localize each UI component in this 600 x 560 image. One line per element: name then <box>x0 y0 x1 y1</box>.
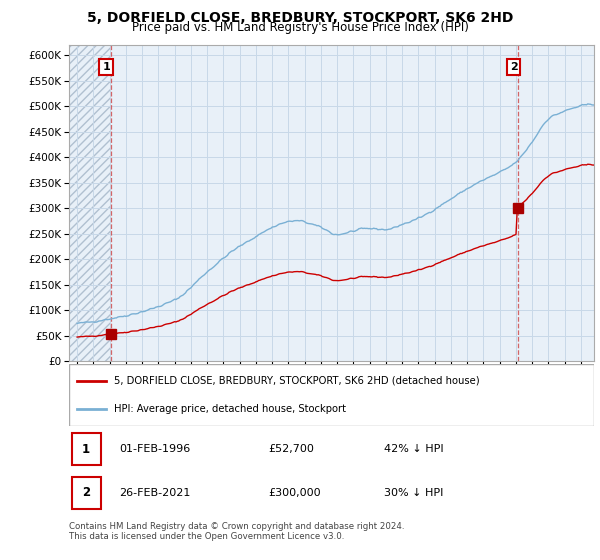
Text: £52,700: £52,700 <box>269 444 314 454</box>
Text: 1: 1 <box>102 62 110 72</box>
Text: £300,000: £300,000 <box>269 488 321 498</box>
Text: HPI: Average price, detached house, Stockport: HPI: Average price, detached house, Stoc… <box>113 404 346 414</box>
FancyBboxPatch shape <box>71 477 101 508</box>
Text: 2: 2 <box>82 487 90 500</box>
Text: 5, DORFIELD CLOSE, BREDBURY, STOCKPORT, SK6 2HD (detached house): 5, DORFIELD CLOSE, BREDBURY, STOCKPORT, … <box>113 376 479 386</box>
Text: 1: 1 <box>82 442 90 455</box>
Text: 5, DORFIELD CLOSE, BREDBURY, STOCKPORT, SK6 2HD: 5, DORFIELD CLOSE, BREDBURY, STOCKPORT, … <box>87 11 513 25</box>
Text: 2: 2 <box>510 62 517 72</box>
Text: Contains HM Land Registry data © Crown copyright and database right 2024.
This d: Contains HM Land Registry data © Crown c… <box>69 522 404 542</box>
Text: 01-FEB-1996: 01-FEB-1996 <box>119 444 190 454</box>
Text: 26-FEB-2021: 26-FEB-2021 <box>119 488 190 498</box>
FancyBboxPatch shape <box>71 433 101 465</box>
Bar <box>69 45 110 361</box>
FancyBboxPatch shape <box>69 364 594 426</box>
Text: Price paid vs. HM Land Registry's House Price Index (HPI): Price paid vs. HM Land Registry's House … <box>131 21 469 34</box>
Text: 42% ↓ HPI: 42% ↓ HPI <box>384 444 443 454</box>
Text: 30% ↓ HPI: 30% ↓ HPI <box>384 488 443 498</box>
